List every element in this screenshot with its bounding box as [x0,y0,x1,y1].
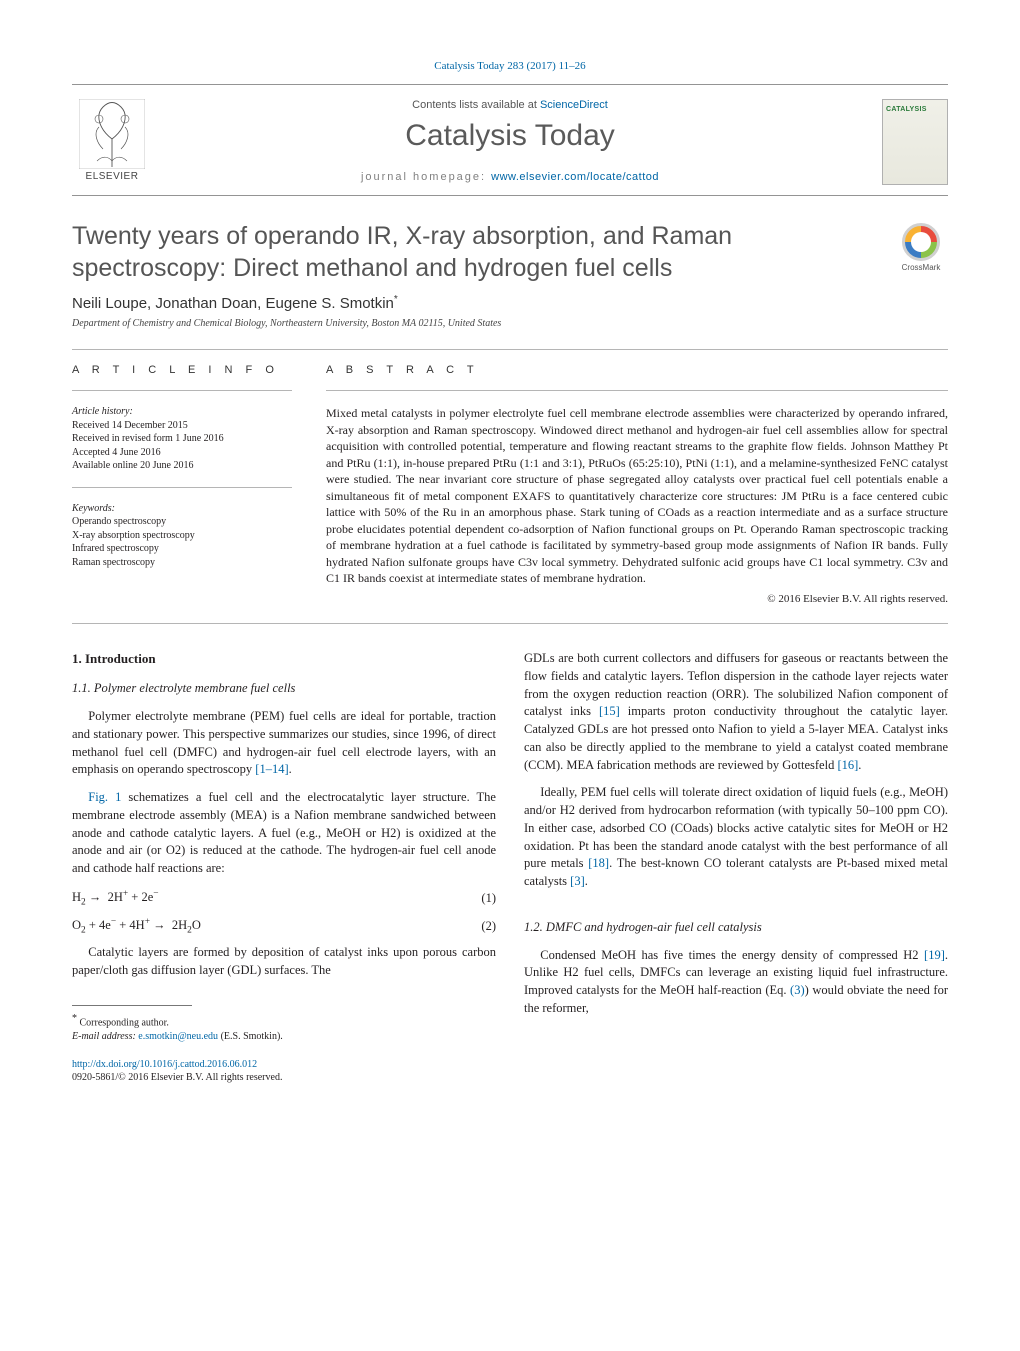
figure-link[interactable]: Fig. 1 [88,790,121,804]
abstract-text: Mixed metal catalysts in polymer electro… [326,405,948,587]
doi-block: http://dx.doi.org/10.1016/j.cattod.2016.… [72,1058,496,1085]
contents-line: Contents lists available at ScienceDirec… [162,99,858,111]
article-info-label: a r t i c l e i n f o [72,364,292,376]
corr-star: * [72,1013,77,1024]
issn-copyright: 0920-5861/© 2016 Elsevier B.V. All right… [72,1072,282,1083]
text-run: schematizes a fuel cell and the electroc… [72,790,496,875]
divider [72,349,948,350]
abstract-label: a b s t r a c t [326,364,948,376]
crossmark-label: CrossMark [902,263,941,272]
journal-title: Catalysis Today [162,119,858,153]
keywords-heading: Keywords: [72,502,292,516]
article-history: Article history: Received 14 December 20… [72,405,292,473]
homepage-label: journal homepage: [361,171,491,183]
history-heading: Article history: [72,405,292,419]
subsection-heading: 1.1. Polymer electrolyte membrane fuel c… [72,680,496,698]
citation-link[interactable]: [1–14] [255,762,288,776]
email-line: E-mail address: e.smotkin@neu.edu (E.S. … [72,1030,496,1044]
equation: O2 + 4e− + 4H+ → 2H2O [72,916,201,938]
equation: H2 → 2H+ + 2e− [72,888,159,910]
equation-number: (2) [481,918,496,936]
contents-prefix: Contents lists available at [412,99,540,111]
authors-text: Neili Loupe, Jonathan Doan, Eugene S. Sm… [72,295,394,312]
email-label: E-mail address: [72,1031,138,1042]
keyword-item: Raman spectroscopy [72,556,292,570]
authors-line: Neili Loupe, Jonathan Doan, Eugene S. Sm… [72,294,948,312]
text-run: Condensed MeOH has five times the energy… [540,948,924,962]
email-link[interactable]: e.smotkin@neu.edu [138,1031,218,1042]
publisher-block: ELSEVIER [72,99,152,182]
subsection-heading: 1.2. DMFC and hydrogen-air fuel cell cat… [524,919,948,937]
keywords-block: Keywords: Operando spectroscopy X-ray ab… [72,502,292,570]
text-run: Catalytic layers are formed by depositio… [72,945,496,977]
journal-header: ELSEVIER Contents lists available at Sci… [72,84,948,196]
email-paren: (E.S. Smotkin). [218,1031,283,1042]
doi-link[interactable]: http://dx.doi.org/10.1016/j.cattod.2016.… [72,1059,257,1070]
text-run: . [858,758,861,772]
corr-text: Corresponding author. [80,1018,169,1029]
corresponding-mark: * [394,294,398,305]
text-run: . [585,874,588,888]
history-item: Received 14 December 2015 [72,419,292,433]
elsevier-tree-icon [79,99,145,169]
crossmark-ring-icon [902,223,940,261]
citation-link[interactable]: [19] [924,948,945,962]
history-item: Accepted 4 June 2016 [72,446,292,460]
divider [72,623,948,624]
equation-ref-link[interactable]: (3) [790,983,805,997]
paragraph: Polymer electrolyte membrane (PEM) fuel … [72,708,496,779]
homepage-link[interactable]: www.elsevier.com/locate/cattod [491,171,659,183]
abstract-column: a b s t r a c t Mixed metal catalysts in… [326,364,948,605]
history-item: Available online 20 June 2016 [72,459,292,473]
keyword-item: Infrared spectroscopy [72,542,292,556]
divider [72,487,292,488]
journal-cover-icon: CATALYSIS [882,99,948,185]
article-info-column: a r t i c l e i n f o Article history: R… [72,364,292,605]
footnote-divider [72,1005,192,1006]
text-run: . [289,762,292,776]
citation-link[interactable]: [15] [599,704,620,718]
equation-row: H2 → 2H+ + 2e− (1) [72,888,496,910]
homepage-line: journal homepage: www.elsevier.com/locat… [162,171,858,183]
divider [72,390,292,391]
affiliation: Department of Chemistry and Chemical Bio… [72,318,948,329]
journal-ref-link[interactable]: Catalysis Today 283 (2017) 11–26 [434,60,585,72]
equation-number: (1) [481,890,496,908]
section-heading: 1. Introduction [72,650,496,668]
sciencedirect-link[interactable]: ScienceDirect [540,99,608,111]
body-columns: 1. Introduction 1.1. Polymer electrolyte… [72,650,948,1085]
history-item: Received in revised form 1 June 2016 [72,432,292,446]
abstract-copyright: © 2016 Elsevier B.V. All rights reserved… [326,593,948,605]
keyword-item: X-ray absorption spectroscopy [72,529,292,543]
left-column: 1. Introduction 1.1. Polymer electrolyte… [72,650,496,1085]
right-column: GDLs are both current collectors and dif… [524,650,948,1085]
journal-reference: Catalysis Today 283 (2017) 11–26 [72,60,948,72]
article-title: Twenty years of operando IR, X-ray absor… [72,220,894,284]
crossmark-badge[interactable]: CrossMark [894,220,948,274]
paragraph: GDLs are both current collectors and dif… [524,650,948,774]
divider [326,390,948,391]
footnote-block: * Corresponding author. E-mail address: … [72,1012,496,1043]
citation-link[interactable]: [3] [570,874,585,888]
citation-link[interactable]: [16] [837,758,858,772]
publisher-name: ELSEVIER [86,171,139,182]
paragraph: Ideally, PEM fuel cells will tolerate di… [524,784,948,891]
corresponding-author-note: * Corresponding author. [72,1012,496,1030]
cover-title: CATALYSIS [883,100,947,113]
paragraph: Condensed MeOH has five times the energy… [524,947,948,1018]
paragraph: Fig. 1 schematizes a fuel cell and the e… [72,789,496,878]
paragraph: Catalytic layers are formed by depositio… [72,944,496,980]
keyword-item: Operando spectroscopy [72,515,292,529]
equation-row: O2 + 4e− + 4H+ → 2H2O (2) [72,916,496,938]
citation-link[interactable]: [18] [588,856,609,870]
